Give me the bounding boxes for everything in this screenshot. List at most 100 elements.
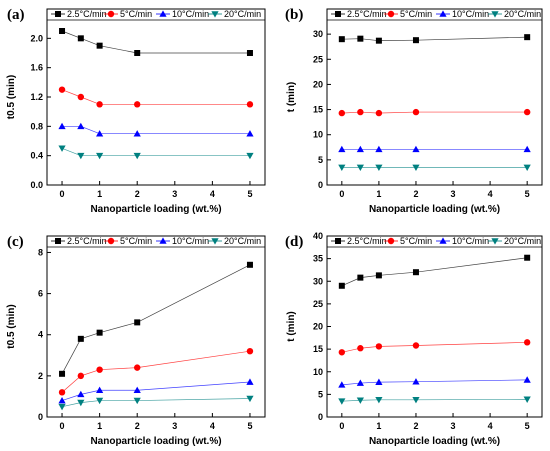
data-point <box>96 366 103 373</box>
data-point <box>338 164 346 171</box>
legend-marker <box>159 10 167 17</box>
data-point <box>524 254 531 261</box>
legend-marker <box>107 10 115 18</box>
y-tick-label: 25 <box>313 54 323 64</box>
y-tick-label: 6 <box>38 289 43 299</box>
series-4 <box>338 164 531 171</box>
series-4 <box>58 145 254 160</box>
series-line <box>61 350 251 393</box>
data-point <box>412 342 420 349</box>
data-point <box>523 396 531 403</box>
series-line <box>61 30 250 54</box>
legend-marker <box>55 11 61 17</box>
series-line <box>61 381 250 401</box>
x-tick-label: 0 <box>339 421 344 431</box>
x-tick-label: 0 <box>339 189 344 199</box>
x-tick-label: 2 <box>413 189 418 199</box>
y-tick-label: 1.6 <box>30 63 43 73</box>
data-point <box>96 386 104 394</box>
data-point <box>357 345 364 352</box>
legend-label: 5°C/min <box>120 9 152 19</box>
series-1 <box>59 261 253 377</box>
panel-2: (b) 2.5°C/min 5°C/min 10°C/min 20°C/min 0 1 2 3 4… <box>285 7 543 215</box>
series-line <box>61 398 250 408</box>
panel-label: (b) <box>285 7 303 23</box>
legend-marker <box>439 10 447 17</box>
data-point <box>96 397 104 405</box>
x-tick-label: 3 <box>172 189 177 199</box>
series-3 <box>338 376 531 388</box>
data-point <box>375 37 382 44</box>
y-tick-label: 0 <box>318 412 323 422</box>
data-point <box>59 370 66 377</box>
series-2 <box>58 347 254 396</box>
y-tick-label: 0 <box>38 412 43 422</box>
x-tick-label: 3 <box>172 421 177 431</box>
data-point <box>246 378 254 385</box>
legend-marker <box>211 238 219 245</box>
y-tick-label: 15 <box>313 344 323 354</box>
x-axis-title: Nanoparticle loading (wt.%) <box>90 436 221 447</box>
series-4 <box>338 396 531 405</box>
y-tick-label: 0 <box>318 180 323 190</box>
data-point <box>357 108 364 116</box>
x-tick-label: 4 <box>488 189 493 199</box>
y-tick-label: 5 <box>318 155 323 165</box>
panel-label: (d) <box>285 234 303 250</box>
x-tick-label: 2 <box>413 421 418 431</box>
legend-marker <box>439 237 447 244</box>
y-tick-label: 0.8 <box>30 121 43 131</box>
data-point <box>375 272 382 279</box>
y-tick-label: 35 <box>313 254 323 264</box>
legend-label: 2.5°C/min <box>67 236 107 246</box>
data-point <box>412 269 419 276</box>
x-tick-label: 0 <box>60 189 65 199</box>
data-point <box>524 34 531 41</box>
x-axis-title: Nanoparticle loading (wt.%) <box>369 204 500 215</box>
data-point <box>96 329 103 336</box>
x-tick-label: 1 <box>97 421 102 431</box>
y-tick-label: 4 <box>38 330 43 340</box>
data-point <box>375 109 383 117</box>
y-tick-label: 5 <box>318 389 323 399</box>
data-point <box>357 35 364 42</box>
data-point <box>134 101 141 108</box>
x-axis-title: Nanoparticle loading (wt.%) <box>369 436 500 447</box>
series-3 <box>338 145 531 153</box>
data-point <box>58 403 66 411</box>
legend-marker <box>107 237 115 245</box>
series-3 <box>58 378 254 404</box>
legend-label: 20°C/min <box>224 236 261 246</box>
panel-label: (a) <box>7 7 25 23</box>
data-point <box>375 378 383 385</box>
y-tick-label: 2.0 <box>30 33 43 43</box>
x-tick-label: 3 <box>451 421 456 431</box>
data-point <box>96 101 103 108</box>
data-point <box>77 372 85 380</box>
series-4 <box>58 395 254 411</box>
legend-label: 2.5°C/min <box>347 9 387 19</box>
x-tick-label: 2 <box>135 189 140 199</box>
legend-label: 2.5°C/min <box>67 9 107 19</box>
y-tick-label: 20 <box>313 79 323 89</box>
data-point <box>338 398 346 405</box>
y-axis-title: t0.5 (min) <box>6 75 17 119</box>
panel-label: (c) <box>7 234 24 250</box>
series-line <box>341 111 528 114</box>
y-tick-label: 40 <box>313 231 323 241</box>
x-tick-label: 2 <box>135 421 140 431</box>
data-point <box>134 364 141 371</box>
x-tick-label: 5 <box>247 421 252 431</box>
series-2 <box>338 108 531 117</box>
panel-3: (c) 2.5°C/min 5°C/min 10°C/min 20°C/min 0 1 2 3 4… <box>6 234 266 447</box>
data-point <box>246 152 254 160</box>
x-tick-label: 4 <box>210 189 215 199</box>
data-point <box>412 164 420 171</box>
data-point <box>77 35 84 42</box>
plot-frame <box>326 8 543 186</box>
data-point <box>523 108 531 116</box>
data-point <box>356 164 364 171</box>
legend-marker <box>491 11 499 18</box>
legend-marker <box>55 238 61 244</box>
data-point <box>246 261 253 268</box>
